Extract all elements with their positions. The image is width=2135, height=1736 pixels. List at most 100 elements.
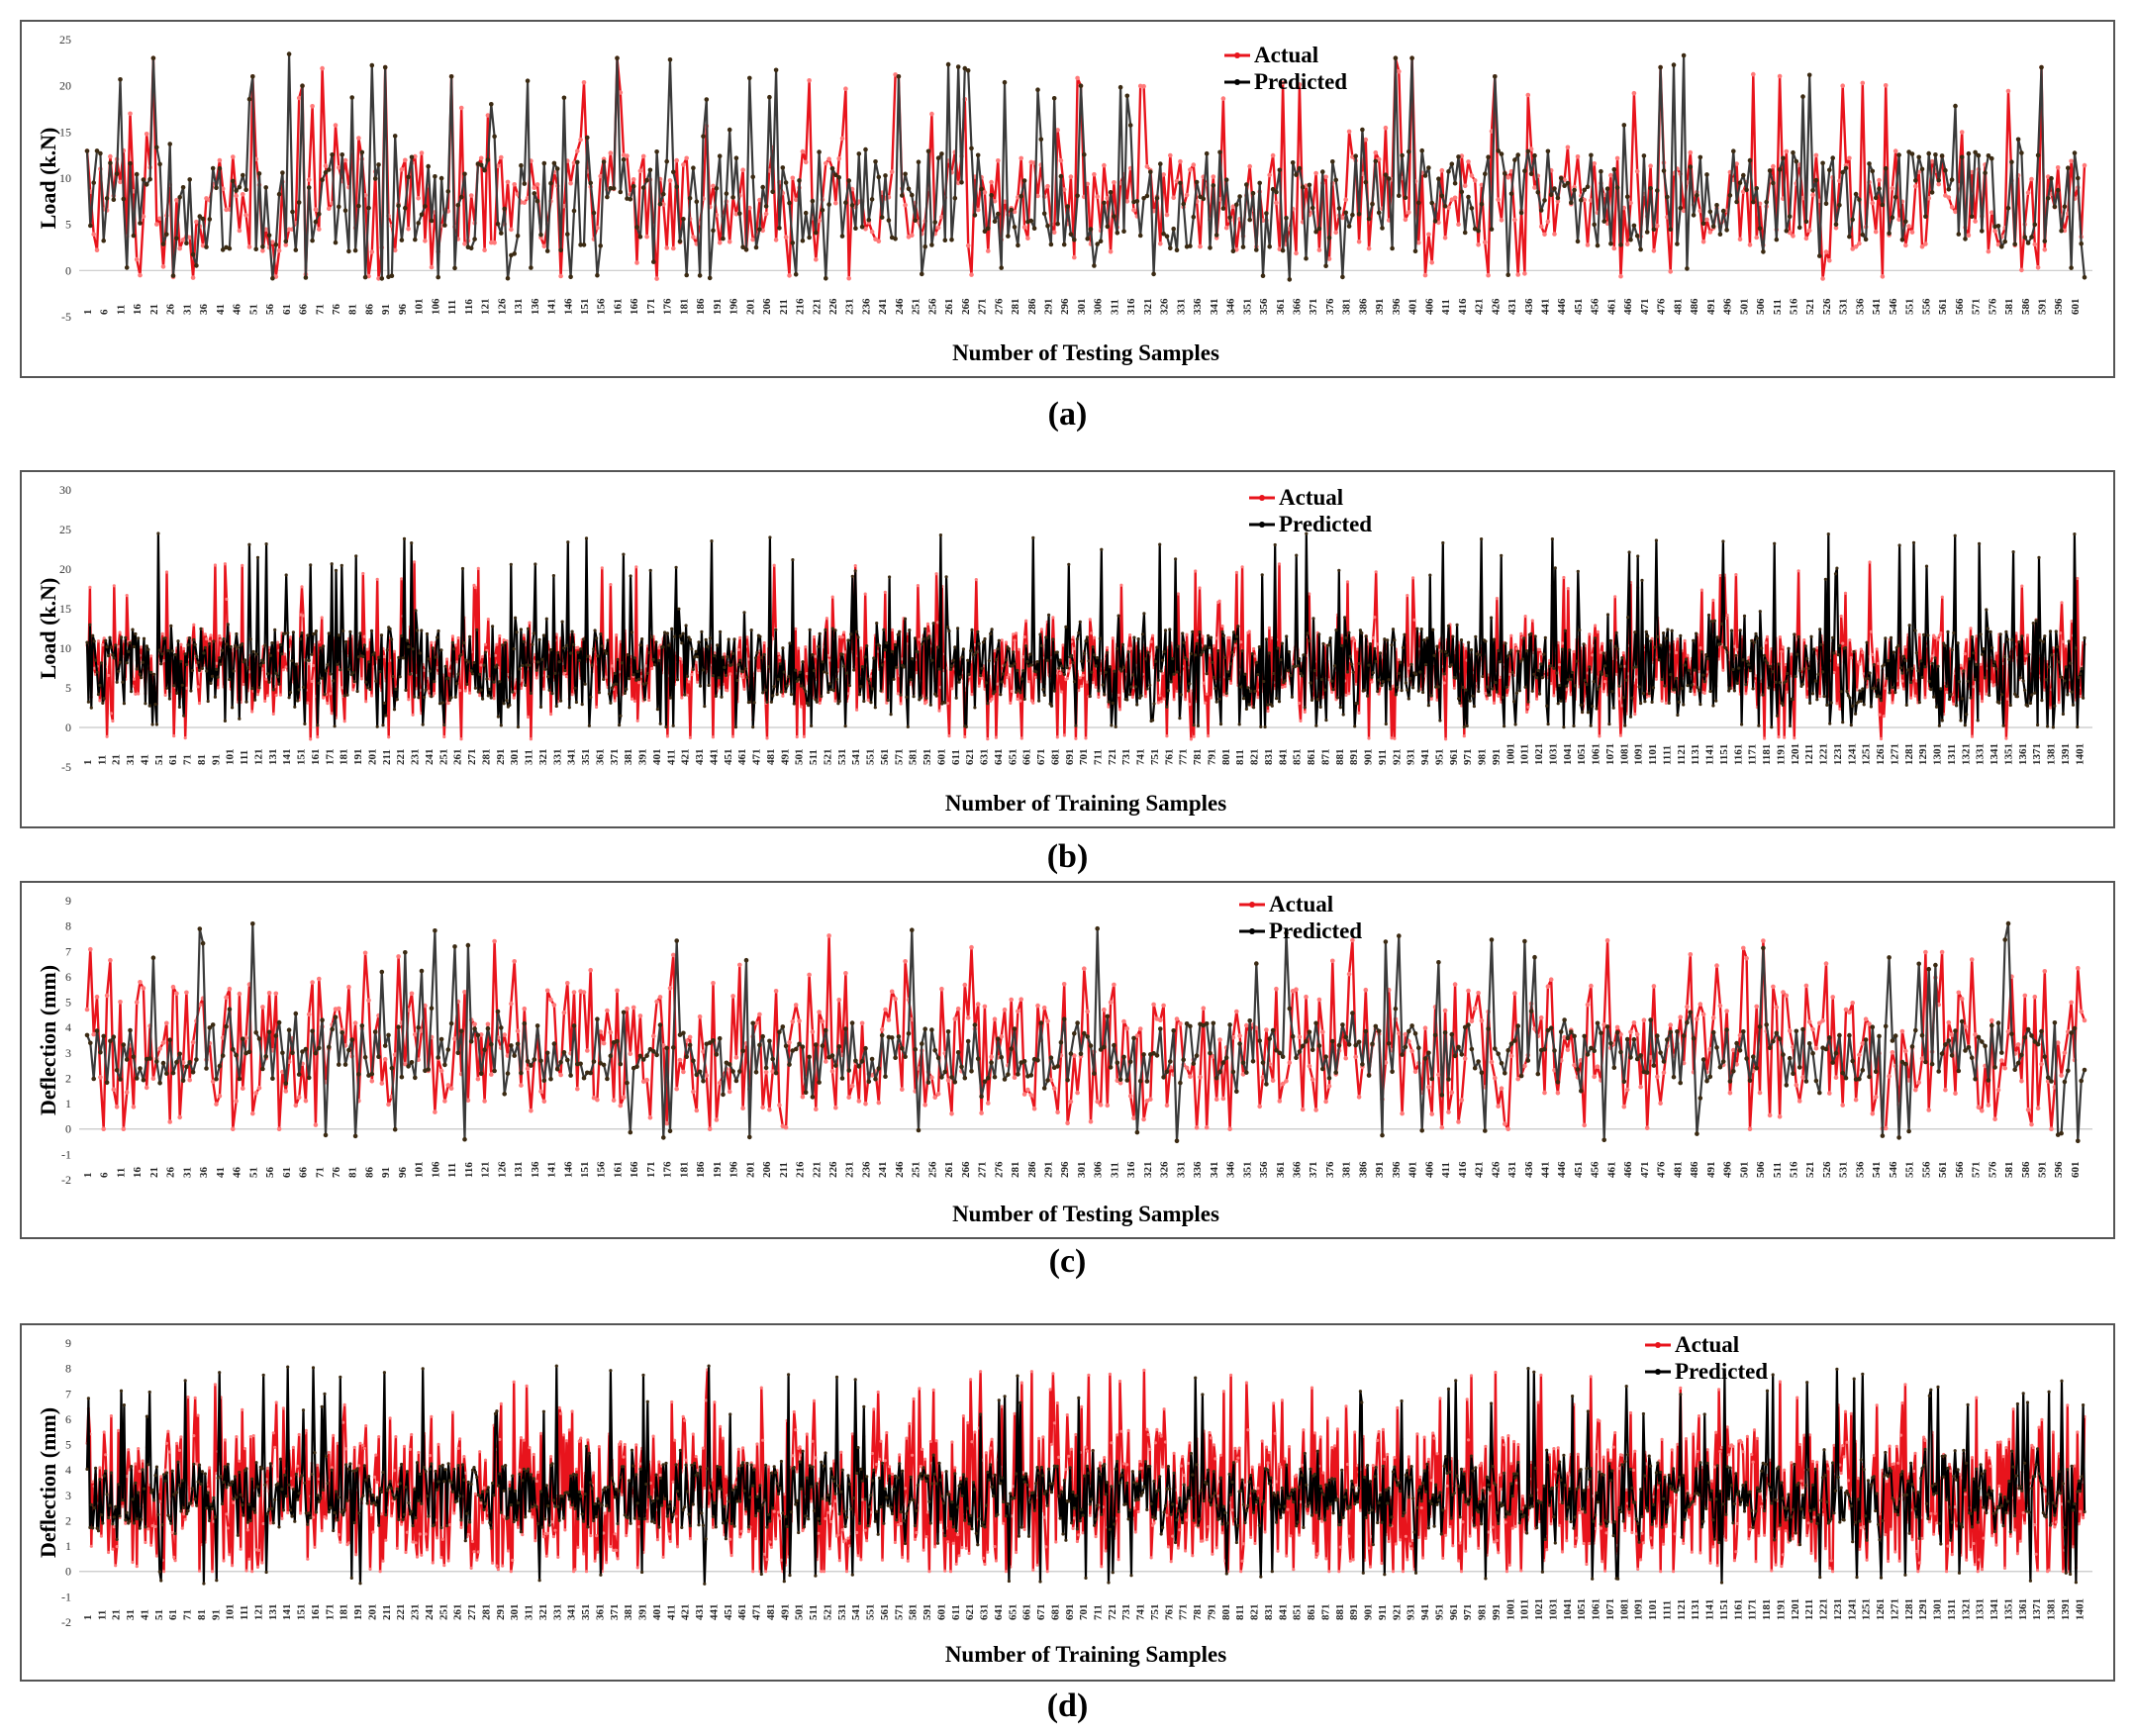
data-point-predicted: [1237, 194, 1242, 199]
data-point-predicted: [1247, 217, 1252, 223]
data-point-actual: [1823, 249, 1829, 254]
x-tick-label: 631: [979, 749, 991, 766]
data-point-actual: [382, 1056, 388, 1062]
data-point-predicted: [482, 663, 486, 667]
data-point-actual: [1363, 137, 1369, 143]
data-point-predicted: [1151, 271, 1156, 277]
data-point-actual: [399, 167, 405, 172]
data-point-actual: [632, 699, 637, 703]
data-point-predicted: [177, 195, 182, 200]
data-point-actual: [1774, 1005, 1780, 1011]
data-point-actual: [883, 590, 887, 594]
data-point-actual: [91, 232, 96, 237]
data-point-predicted: [1051, 96, 1057, 101]
data-point-predicted: [558, 247, 563, 252]
data-point-actual: [1857, 241, 1862, 246]
data-point-predicted: [1025, 659, 1029, 664]
data-point-actual: [1429, 1111, 1434, 1116]
data-point-predicted: [170, 649, 174, 653]
data-point-predicted: [320, 676, 324, 680]
data-point-predicted: [1638, 246, 1643, 252]
data-point-predicted: [571, 208, 577, 214]
data-point-predicted: [489, 696, 493, 700]
data-point-predicted: [1311, 617, 1315, 621]
data-point-actual: [192, 623, 196, 627]
data-point-actual: [1171, 195, 1176, 201]
data-point-predicted: [1979, 632, 1983, 636]
data-point-actual: [1827, 1091, 1832, 1096]
x-tick-label: 526: [1821, 1161, 1833, 1178]
data-point-predicted: [102, 697, 106, 701]
data-point-predicted: [200, 666, 204, 670]
data-point-actual: [403, 157, 408, 163]
data-point-predicted: [1316, 226, 1322, 232]
data-point-predicted: [1571, 670, 1575, 675]
data-point-predicted: [193, 642, 197, 646]
data-point-predicted: [870, 687, 875, 691]
x-tick-label: 381: [623, 749, 634, 766]
data-point-actual: [727, 240, 732, 244]
data-point-predicted: [368, 687, 372, 692]
data-point-predicted: [1919, 659, 1923, 663]
data-point-predicted: [2008, 703, 2012, 708]
data-point-predicted: [1734, 199, 1739, 205]
data-point-actual: [164, 570, 169, 574]
data-point-predicted: [238, 717, 242, 721]
data-point-predicted: [273, 627, 277, 631]
data-point-actual: [969, 272, 974, 277]
x-tick-label: 246: [894, 298, 906, 315]
data-point-predicted: [351, 671, 355, 675]
data-point-actual: [608, 1029, 614, 1035]
data-point-actual: [140, 645, 144, 649]
data-point-predicted: [2072, 150, 2078, 155]
data-point-actual: [522, 633, 526, 637]
data-point-predicted: [340, 152, 345, 157]
data-point-actual: [982, 1004, 988, 1010]
data-point-predicted: [1490, 616, 1494, 620]
data-point-predicted: [590, 663, 594, 667]
data-point-predicted: [664, 724, 668, 729]
data-point-predicted: [486, 694, 490, 698]
data-point-actual: [2082, 162, 2087, 168]
data-point-predicted: [1989, 155, 1994, 161]
data-point-actual: [1323, 174, 1328, 180]
data-point-predicted: [1558, 684, 1562, 688]
data-point-predicted: [138, 221, 143, 226]
data-point-predicted: [1120, 642, 1124, 646]
data-point-predicted: [266, 233, 272, 239]
x-tick-label: 681: [1049, 749, 1061, 766]
data-point-predicted: [896, 74, 902, 79]
data-point-actual: [1277, 1099, 1283, 1104]
data-point-predicted: [735, 678, 739, 683]
data-point-predicted: [1496, 148, 1501, 153]
data-point-actual: [1555, 199, 1561, 204]
data-point-predicted: [580, 703, 584, 707]
data-point-predicted: [415, 628, 420, 632]
data-point-predicted: [1078, 83, 1084, 88]
data-point-predicted: [352, 680, 356, 684]
data-point-predicted: [1110, 723, 1114, 727]
x-tick-label: 501: [794, 749, 806, 766]
data-point-predicted: [1695, 631, 1698, 635]
data-point-predicted: [1735, 681, 1739, 685]
data-point-predicted: [612, 683, 616, 687]
data-point-predicted: [768, 535, 772, 539]
x-tick-label: 276: [993, 298, 1005, 315]
data-point-actual: [250, 1110, 255, 1116]
x-tick-label: 106: [430, 1161, 441, 1178]
data-point-predicted: [742, 611, 746, 615]
data-point-actual: [1403, 217, 1408, 223]
data-point-predicted: [2023, 688, 2027, 692]
data-point-predicted: [1125, 698, 1129, 702]
data-point-predicted: [1122, 665, 1126, 669]
x-tick-label: 436: [1523, 1161, 1535, 1178]
data-point-predicted: [2050, 653, 2054, 657]
data-point-predicted: [524, 683, 528, 687]
data-point-predicted: [1205, 672, 1209, 676]
data-point-predicted: [2049, 175, 2054, 181]
data-point-predicted: [290, 659, 294, 663]
data-point-predicted: [1052, 689, 1056, 693]
data-point-predicted: [1871, 686, 1875, 690]
data-point-predicted: [213, 695, 217, 699]
data-point-predicted: [124, 635, 128, 639]
